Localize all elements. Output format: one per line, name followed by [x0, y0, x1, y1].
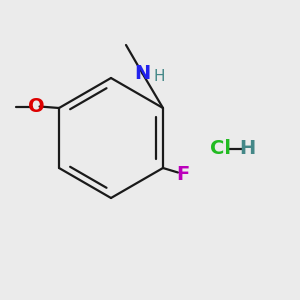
Text: Cl: Cl	[210, 139, 231, 158]
Text: F: F	[176, 164, 189, 184]
Text: H: H	[153, 69, 165, 84]
Text: N: N	[134, 64, 151, 83]
Text: H: H	[239, 139, 256, 158]
Text: O: O	[28, 97, 45, 116]
